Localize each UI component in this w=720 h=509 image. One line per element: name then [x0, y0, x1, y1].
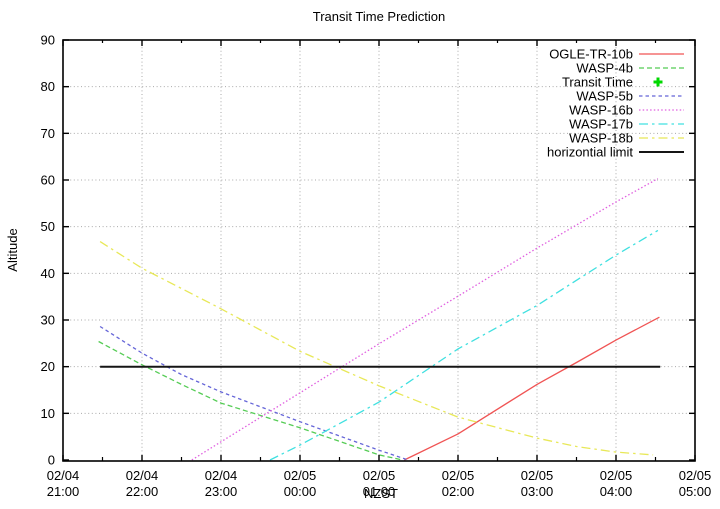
series-line-WASP-16b — [191, 178, 659, 461]
legend-label: WASP-17b — [569, 117, 633, 132]
y-tick-label: 90 — [41, 33, 55, 48]
series-line-WASP-18b — [99, 241, 654, 456]
series-line-WASP-4b — [98, 340, 403, 461]
x-tick-label-date: 02/05 — [521, 468, 554, 483]
y-tick-label: 30 — [41, 313, 55, 328]
x-tick-label-time: 01:00 — [363, 484, 396, 499]
legend-label: WASP-16b — [569, 103, 633, 118]
legend-label: WASP-4b — [576, 61, 633, 76]
legend-label: horizontial limit — [547, 145, 633, 160]
x-tick-label-date: 02/04 — [205, 468, 238, 483]
x-tick-label-date: 02/05 — [600, 468, 633, 483]
y-tick-label: 10 — [41, 406, 55, 421]
x-tick-label-time: 05:00 — [679, 484, 712, 499]
y-tick-label: 0 — [48, 453, 55, 468]
data-series — [98, 178, 661, 461]
x-tick-label-time: 00:00 — [284, 484, 317, 499]
x-tick-labels: 02/0421:0002/0422:0002/0423:0002/0500:00… — [47, 468, 712, 499]
y-tick-label: 60 — [41, 173, 55, 188]
series-line-OGLE-TR-10b — [404, 316, 660, 461]
legend-label: WASP-5b — [576, 89, 633, 104]
x-tick-label-date: 02/04 — [47, 468, 80, 483]
x-tick-label-time: 23:00 — [205, 484, 238, 499]
legend-label: OGLE-TR-10b — [549, 47, 633, 62]
x-tick-label-time: 22:00 — [126, 484, 159, 499]
series-line-WASP-5b — [99, 325, 409, 461]
series-line-WASP-17b — [269, 229, 659, 461]
x-tick-label-date: 02/05 — [284, 468, 317, 483]
x-tick-label-date: 02/05 — [679, 468, 712, 483]
x-axis-label: NZST — [364, 486, 398, 501]
y-tick-label: 40 — [41, 266, 55, 281]
y-axis-label: Altitude — [5, 228, 20, 271]
y-tick-label: 50 — [41, 219, 55, 234]
axis-ticks — [62, 39, 696, 461]
x-tick-label-time: 02:00 — [442, 484, 475, 499]
x-tick-label-time: 21:00 — [47, 484, 80, 499]
x-tick-label-time: 04:00 — [600, 484, 633, 499]
x-tick-label-date: 02/05 — [363, 468, 396, 483]
x-tick-label-date: 02/04 — [126, 468, 159, 483]
legend-label: WASP-18b — [569, 131, 633, 146]
y-tick-label: 20 — [41, 359, 55, 374]
x-tick-label-time: 03:00 — [521, 484, 554, 499]
y-tick-label: 80 — [41, 79, 55, 94]
x-tick-label-date: 02/05 — [442, 468, 475, 483]
y-tick-labels: 0 10 20 30 40 50 60 70 80 90 — [41, 33, 55, 468]
chart-title: Transit Time Prediction — [313, 9, 445, 24]
legend-label: Transit Time — [562, 75, 633, 90]
y-tick-label: 70 — [41, 126, 55, 141]
